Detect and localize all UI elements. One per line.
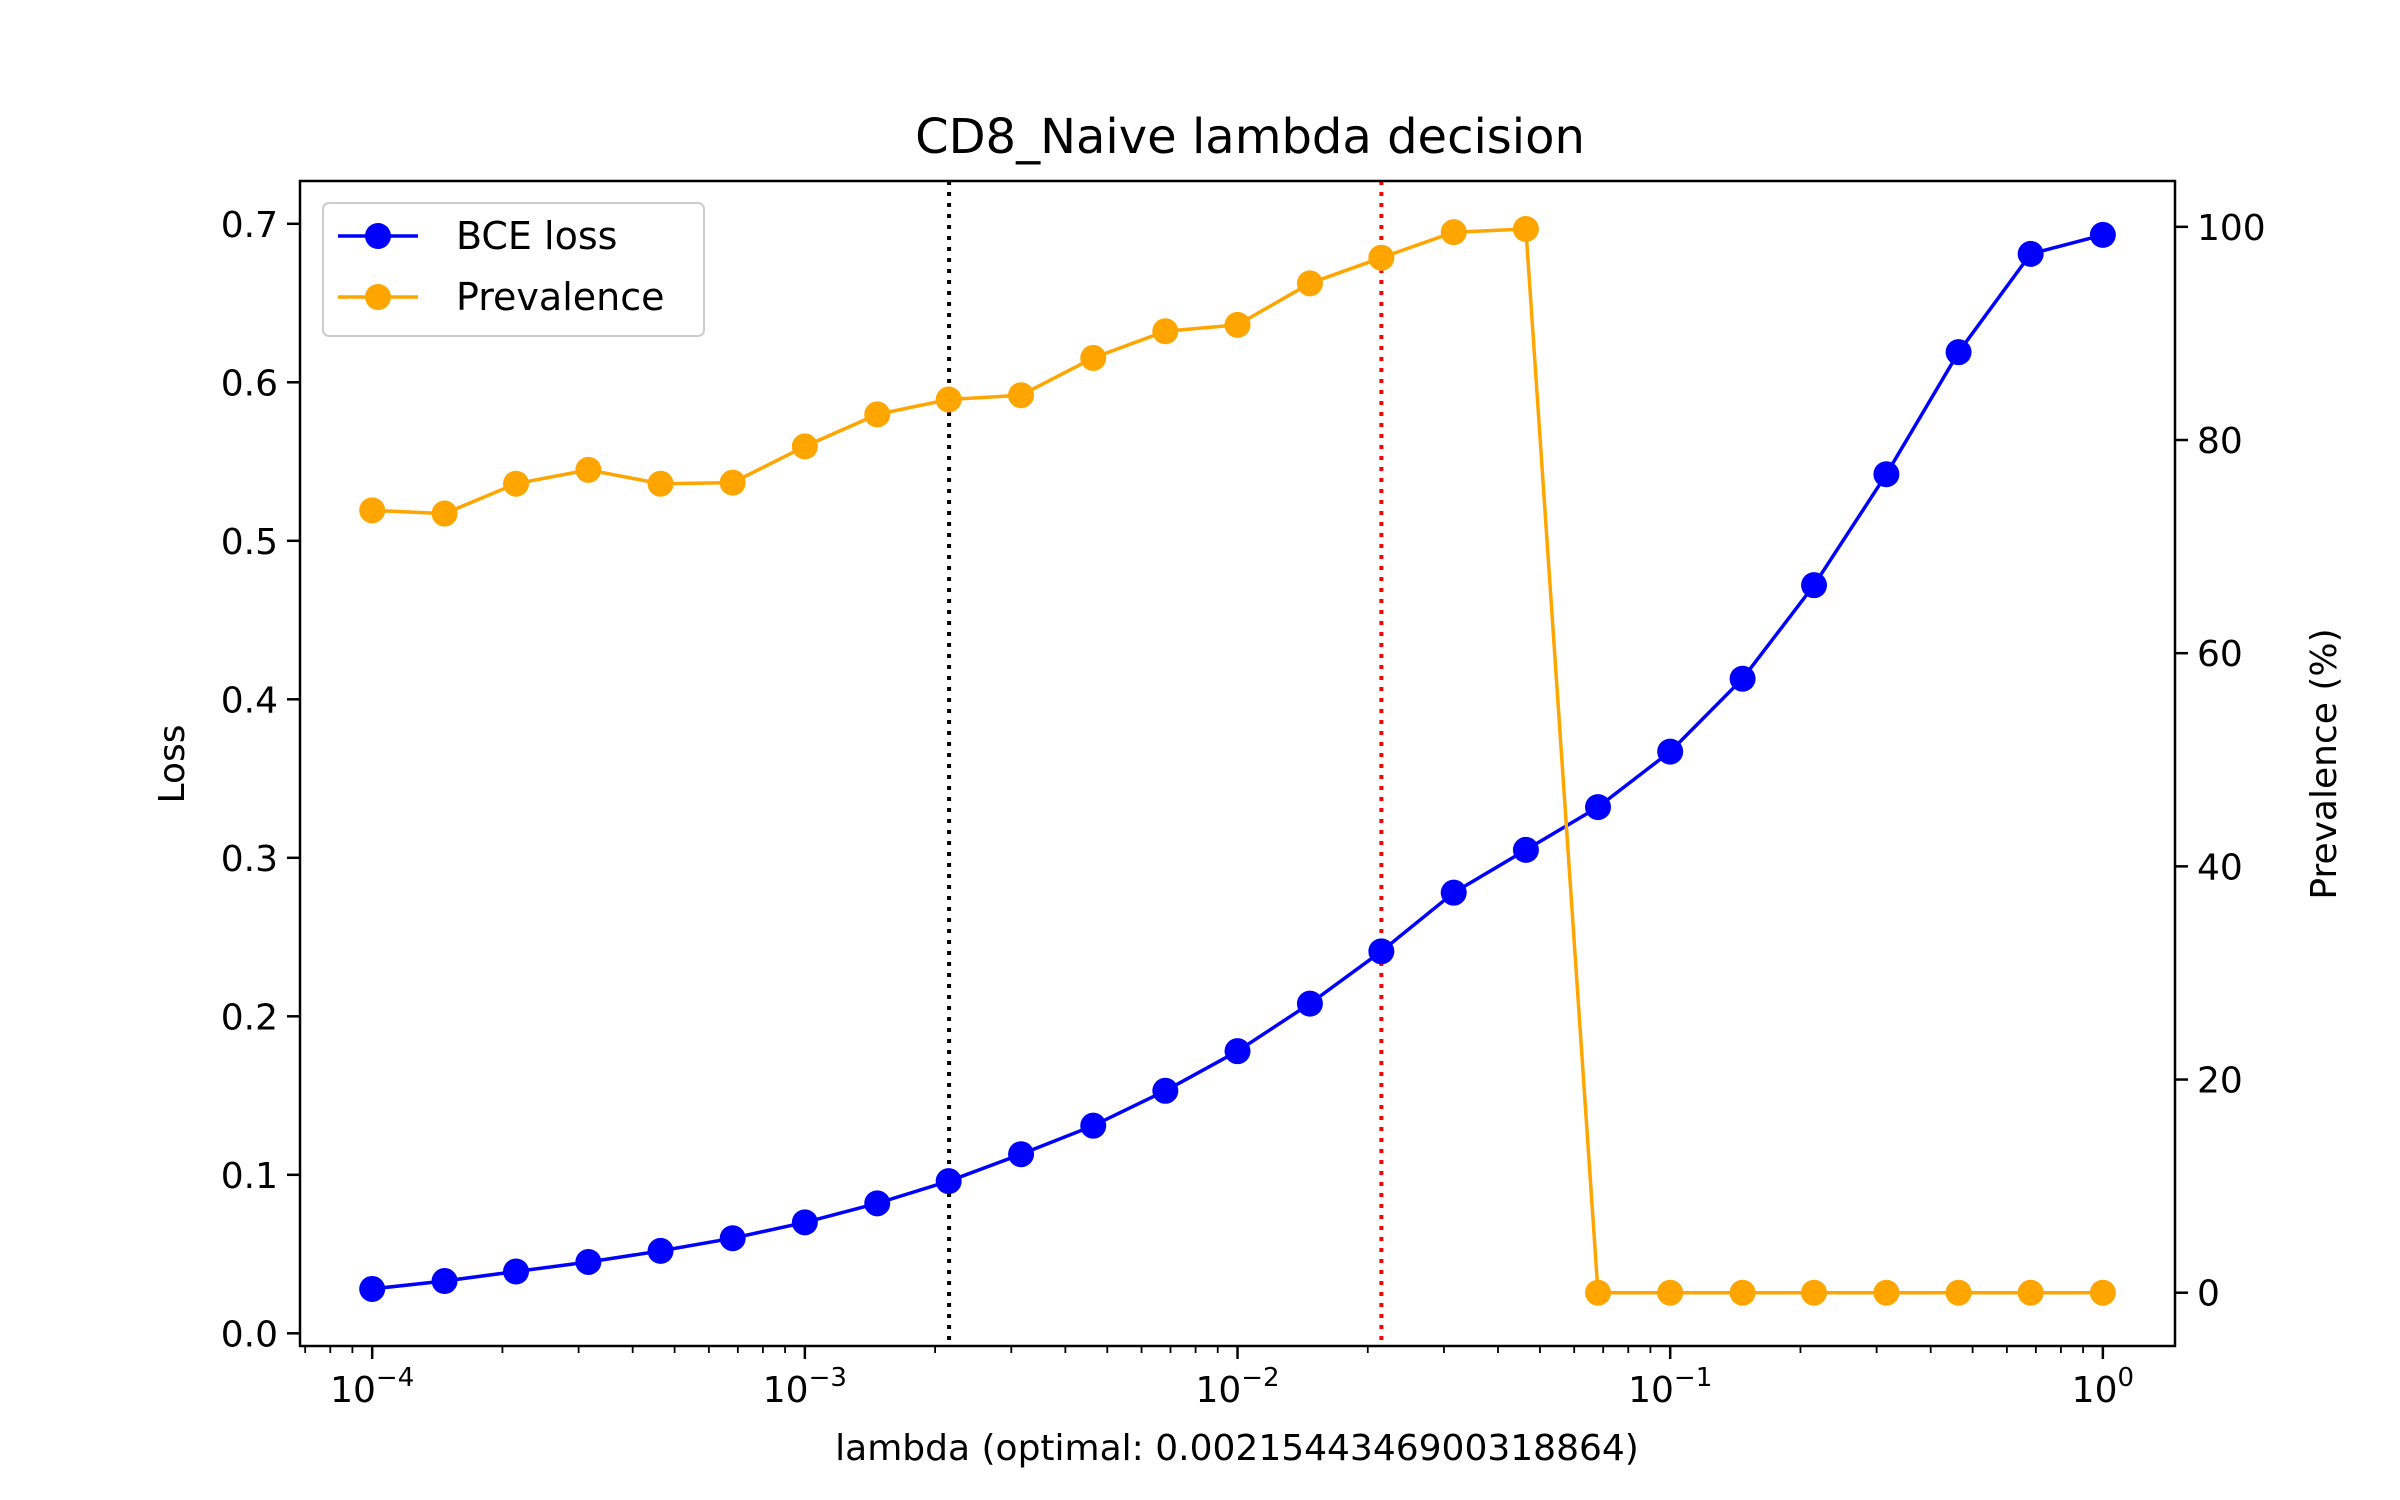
y-left-tick-label-0: 0.0 (221, 1314, 278, 1355)
series-1-point-12 (1225, 312, 1251, 338)
x-tick-label-2: 10−2 (1195, 1363, 1279, 1411)
chart-title: CD8_Naive lambda decision (915, 109, 1585, 165)
series-1-point-19 (1730, 1280, 1756, 1306)
series-1-point-4 (648, 471, 674, 497)
series-1-point-8 (936, 387, 962, 413)
series-0-point-18 (1657, 739, 1683, 765)
series-0-point-10 (1080, 1113, 1106, 1139)
legend-label-bce: BCE loss (456, 214, 617, 258)
y-axis-left: 0.0 0.1 0.2 0.3 0.4 0.5 0.6 0.7 (221, 205, 300, 1356)
series-0-point-20 (1801, 572, 1827, 598)
series-1-point-0 (359, 497, 385, 523)
series-0-point-5 (720, 1225, 746, 1251)
series-1-point-21 (1873, 1280, 1899, 1306)
x-tick-label-4: 100 (2072, 1363, 2134, 1411)
series-1-point-10 (1080, 345, 1106, 371)
series-0-point-13 (1297, 991, 1323, 1017)
y-left-tick-label-3: 0.3 (221, 839, 278, 880)
x-tick-label-3: 10−1 (1628, 1363, 1712, 1411)
x-axis: 10−4 10−3 10−2 10−1 100 (305, 1346, 2134, 1411)
y-right-tick-label-3: 60 (2197, 634, 2243, 675)
series-1-point-18 (1657, 1280, 1683, 1306)
legend-marker-prevalence (365, 284, 391, 310)
series-0-point-21 (1873, 461, 1899, 487)
y-left-tick-label-5: 0.5 (221, 522, 278, 563)
x-tick-label-1: 10−3 (763, 1363, 847, 1411)
series-0-point-7 (864, 1190, 890, 1216)
series-0-point-9 (1008, 1141, 1034, 1167)
series-1-point-3 (575, 457, 601, 483)
series-1-point-2 (503, 471, 529, 497)
series-1-point-16 (1513, 216, 1539, 242)
series-0-point-17 (1585, 794, 1611, 820)
series-0-point-6 (792, 1209, 818, 1235)
y-right-tick-label-1: 20 (2197, 1061, 2243, 1102)
series-1-point-5 (720, 470, 746, 496)
y-right-tick-label-4: 80 (2197, 421, 2243, 462)
y-left-tick-label-7: 0.7 (221, 205, 278, 246)
legend-label-prevalence: Prevalence (456, 275, 664, 319)
series-line-1 (372, 229, 2103, 1293)
series-1-point-22 (1946, 1280, 1972, 1306)
series-0-point-22 (1946, 339, 1972, 365)
series-0-point-14 (1368, 938, 1394, 964)
y-right-tick-label-5: 100 (2197, 208, 2266, 249)
series-1-point-14 (1368, 245, 1394, 271)
y-axis-left-label: Loss (152, 725, 193, 804)
series-1-point-13 (1297, 270, 1323, 296)
series-0-point-8 (936, 1168, 962, 1194)
series-0-point-2 (503, 1259, 529, 1285)
x-tick-label-0: 10−4 (330, 1363, 414, 1411)
series-0-point-24 (2090, 222, 2116, 248)
legend-marker-bce (365, 223, 391, 249)
y-axis-right: 0 20 40 60 80 100 (2175, 208, 2266, 1315)
y-axis-right-label: Prevalence (%) (2304, 628, 2345, 899)
series-0-point-23 (2018, 241, 2044, 267)
series-0-point-0 (359, 1276, 385, 1302)
series-0-point-1 (432, 1268, 458, 1294)
series-0-point-4 (648, 1238, 674, 1264)
series-1-point-1 (432, 501, 458, 527)
series-1-point-6 (792, 433, 818, 459)
series-1-point-15 (1441, 219, 1467, 245)
series-0-point-15 (1441, 880, 1467, 906)
y-left-tick-label-2: 0.2 (221, 997, 278, 1038)
y-right-tick-label-0: 0 (2197, 1274, 2220, 1315)
series-1-point-9 (1008, 382, 1034, 408)
series-1-point-24 (2090, 1280, 2116, 1306)
series-1-point-23 (2018, 1280, 2044, 1306)
series-line-0 (372, 235, 2103, 1289)
series-0-point-19 (1730, 666, 1756, 692)
y-left-tick-label-6: 0.6 (221, 363, 278, 404)
plot-frame (300, 181, 2175, 1346)
series-0-point-11 (1152, 1078, 1178, 1104)
series-0-point-16 (1513, 837, 1539, 863)
y-left-tick-label-4: 0.4 (221, 680, 278, 721)
series-1-point-20 (1801, 1280, 1827, 1306)
series-1-point-17 (1585, 1280, 1611, 1306)
series-1-point-11 (1152, 318, 1178, 344)
series-1-point-7 (864, 401, 890, 427)
x-axis-label: lambda (optimal: 0.0021544346900318864) (835, 1428, 1639, 1469)
legend: BCE loss Prevalence (323, 203, 704, 336)
series-0-point-3 (575, 1249, 601, 1275)
y-right-tick-label-2: 40 (2197, 847, 2243, 888)
y-left-tick-label-1: 0.1 (221, 1156, 278, 1197)
series-0-point-12 (1225, 1038, 1251, 1064)
